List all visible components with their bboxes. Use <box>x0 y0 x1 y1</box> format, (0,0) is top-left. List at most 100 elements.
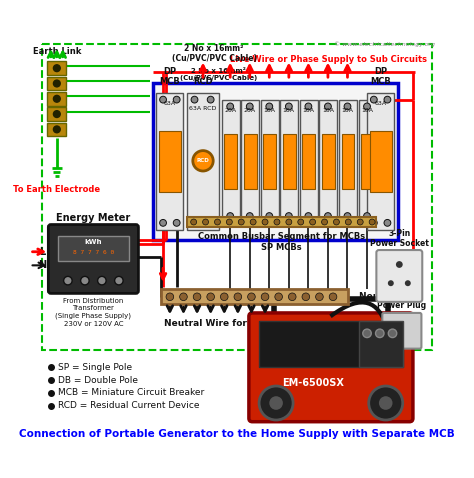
Bar <box>283 134 296 189</box>
Circle shape <box>64 276 72 285</box>
FancyBboxPatch shape <box>376 250 422 302</box>
Circle shape <box>173 219 180 226</box>
Text: Neutal Link: Neutal Link <box>358 292 417 301</box>
Circle shape <box>321 219 328 225</box>
Circle shape <box>54 65 60 72</box>
Text: Connection of Portable Generator to the Home Supply with Separate MCB: Connection of Portable Generator to the … <box>19 429 455 439</box>
Text: 20A: 20A <box>244 108 256 113</box>
Circle shape <box>333 219 339 225</box>
Bar <box>241 99 259 223</box>
Text: L: L <box>39 247 46 257</box>
Circle shape <box>220 293 228 301</box>
Text: 63A: 63A <box>164 101 176 107</box>
Bar <box>300 99 318 223</box>
Bar <box>367 93 394 229</box>
Text: 63A RCD: 63A RCD <box>189 106 217 110</box>
Text: 2 No x 16mm²
(Cu/PVC/PVC Cable): 2 No x 16mm² (Cu/PVC/PVC Cable) <box>180 68 257 81</box>
Text: 10A: 10A <box>341 108 354 113</box>
Bar <box>319 99 337 223</box>
Text: © www.electricaltechnology.org: © www.electricaltechnology.org <box>334 41 435 47</box>
Text: DB = Double Pole: DB = Double Pole <box>58 376 137 385</box>
Circle shape <box>388 280 394 286</box>
Circle shape <box>266 103 273 110</box>
Circle shape <box>81 276 89 285</box>
Circle shape <box>193 293 201 301</box>
Circle shape <box>298 219 304 225</box>
FancyBboxPatch shape <box>153 83 398 240</box>
Circle shape <box>266 213 273 219</box>
Text: 8 7 7 7 6 0: 8 7 7 7 6 0 <box>73 250 114 255</box>
Text: Neutral Wire for Sub Circuits: Neutral Wire for Sub Circuits <box>164 319 311 328</box>
Text: 16A: 16A <box>283 108 295 113</box>
Circle shape <box>384 219 391 226</box>
Circle shape <box>305 213 312 219</box>
Circle shape <box>302 293 310 301</box>
Bar <box>156 93 183 229</box>
Circle shape <box>115 276 123 285</box>
Circle shape <box>193 151 213 171</box>
Circle shape <box>364 103 370 110</box>
Bar <box>244 134 256 189</box>
Circle shape <box>329 293 337 301</box>
Circle shape <box>369 219 375 225</box>
Text: Energy Meter: Energy Meter <box>56 213 130 223</box>
Circle shape <box>357 219 363 225</box>
Circle shape <box>275 293 283 301</box>
Bar <box>322 134 335 189</box>
FancyBboxPatch shape <box>48 225 138 293</box>
Circle shape <box>388 329 397 337</box>
Circle shape <box>166 293 173 301</box>
FancyBboxPatch shape <box>383 313 421 348</box>
Circle shape <box>379 396 392 410</box>
Bar <box>47 107 66 121</box>
Circle shape <box>160 219 166 226</box>
Text: To Earth Electrode: To Earth Electrode <box>13 185 100 194</box>
Circle shape <box>180 293 187 301</box>
Text: RCD = Residual Current Device: RCD = Residual Current Device <box>58 401 199 410</box>
Circle shape <box>247 293 255 301</box>
Bar <box>339 99 357 223</box>
Bar <box>259 321 403 367</box>
Circle shape <box>227 103 234 110</box>
Bar <box>159 131 181 192</box>
Bar <box>358 321 403 367</box>
Bar <box>47 92 66 106</box>
Circle shape <box>396 261 403 268</box>
Circle shape <box>207 96 214 103</box>
Circle shape <box>325 213 331 219</box>
Circle shape <box>274 219 280 225</box>
Text: MCB = Miniature Circuit Breaker: MCB = Miniature Circuit Breaker <box>58 388 204 397</box>
Text: 63A: 63A <box>374 101 387 107</box>
Text: From Distribution
Transformer
(Single Phase Supply)
230V or 120V AC: From Distribution Transformer (Single Ph… <box>55 298 131 326</box>
Circle shape <box>405 280 411 286</box>
Bar <box>47 122 66 136</box>
Bar <box>361 134 374 189</box>
Circle shape <box>238 219 244 225</box>
Circle shape <box>54 111 60 118</box>
Circle shape <box>288 293 296 301</box>
Circle shape <box>384 96 391 103</box>
Text: DP
MCB: DP MCB <box>370 66 391 86</box>
Text: 3-Pin
Power Plug: 3-Pin Power Plug <box>377 291 427 310</box>
Bar <box>187 93 219 229</box>
Bar <box>342 134 354 189</box>
Circle shape <box>227 213 234 219</box>
Circle shape <box>269 396 283 410</box>
Circle shape <box>370 96 377 103</box>
Circle shape <box>363 329 371 337</box>
Circle shape <box>246 213 253 219</box>
Circle shape <box>344 213 351 219</box>
Circle shape <box>369 386 403 420</box>
Circle shape <box>364 213 370 219</box>
Text: 3-Pin
Power Socket: 3-Pin Power Socket <box>370 229 429 249</box>
Bar <box>370 131 392 192</box>
Text: 10A: 10A <box>302 108 314 113</box>
Bar <box>261 99 279 223</box>
Text: RCD: RCD <box>193 77 213 86</box>
Bar <box>264 134 276 189</box>
Circle shape <box>54 96 60 102</box>
Circle shape <box>207 219 214 226</box>
Circle shape <box>173 96 180 103</box>
Bar <box>222 99 239 223</box>
Text: EM-6500SX: EM-6500SX <box>283 378 345 388</box>
